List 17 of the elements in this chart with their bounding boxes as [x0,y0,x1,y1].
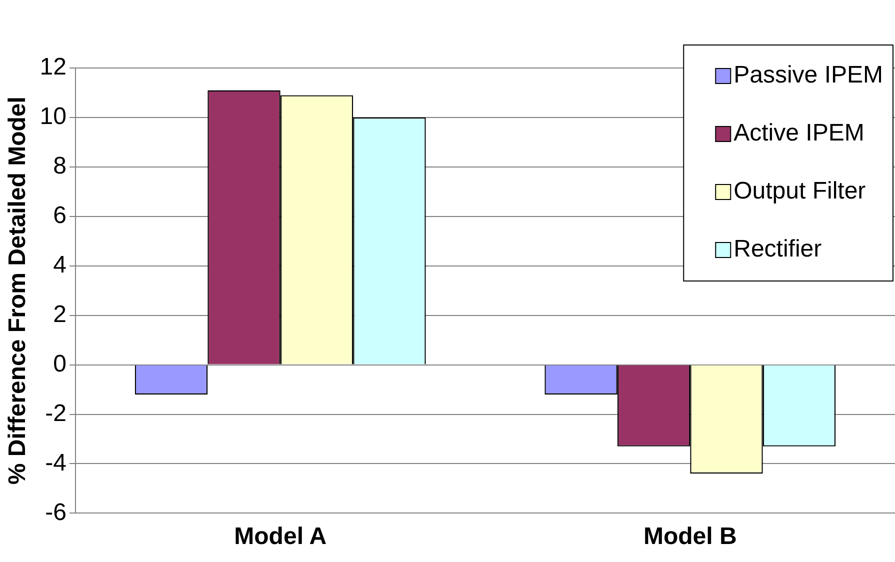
y-tick-label: 0 [53,350,66,378]
legend-label: Passive IPEM [734,62,884,89]
y-tick-label: 4 [53,251,66,278]
y-tick-label: -4 [45,449,66,476]
y-tick-label: 8 [53,152,66,180]
y-tick-label: 2 [53,300,66,328]
legend-label: Rectifier [734,236,822,263]
legend-label: Active IPEM [734,120,864,147]
y-tick-label: -2 [45,400,66,427]
legend-label: Output Filter [734,178,866,205]
y-axis-title: % Difference From Detailed Model [4,96,32,485]
y-tick-label: -6 [45,498,66,526]
x-tick-label: Model B [643,523,737,550]
y-tick-label: 12 [40,54,66,81]
y-tick-label: 10 [40,103,66,130]
y-tick-label: 6 [53,202,66,230]
x-tick-label: Model A [234,523,327,550]
